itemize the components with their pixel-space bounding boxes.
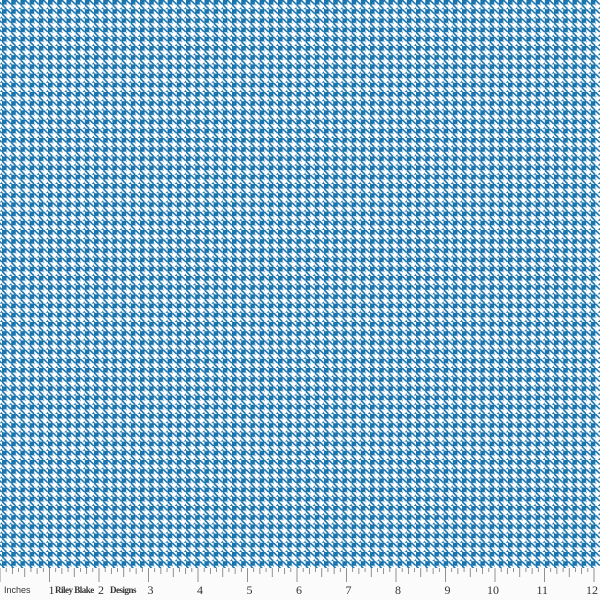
ruler-ticks [0,568,595,582]
ruler-number: 7 [345,583,352,597]
ruler-number: 12 [586,583,598,597]
ruler-number: 3 [147,583,154,597]
ruler-number: 10 [487,583,499,597]
ruler-number: 8 [395,583,401,597]
ruler-number: 6 [296,583,302,597]
ruler-brand-name: Riley Blake [55,585,94,595]
ruler-number: 11 [536,583,549,597]
ruler-number: 4 [197,583,203,597]
ruler-number: 1 [48,583,55,597]
ruler-number: 9 [444,583,451,597]
measuring-ruler: Inches Riley Blake Designs 1 2 3 4 5 6 7 8 9 10 11… [0,568,600,600]
ruler-unit-label: Inches [4,585,31,595]
ruler-number: 2 [98,583,104,597]
ruler-number: 5 [246,583,253,597]
houndstooth-fabric-swatch [0,0,600,572]
ruler-brand-designs: Designs [110,585,137,595]
